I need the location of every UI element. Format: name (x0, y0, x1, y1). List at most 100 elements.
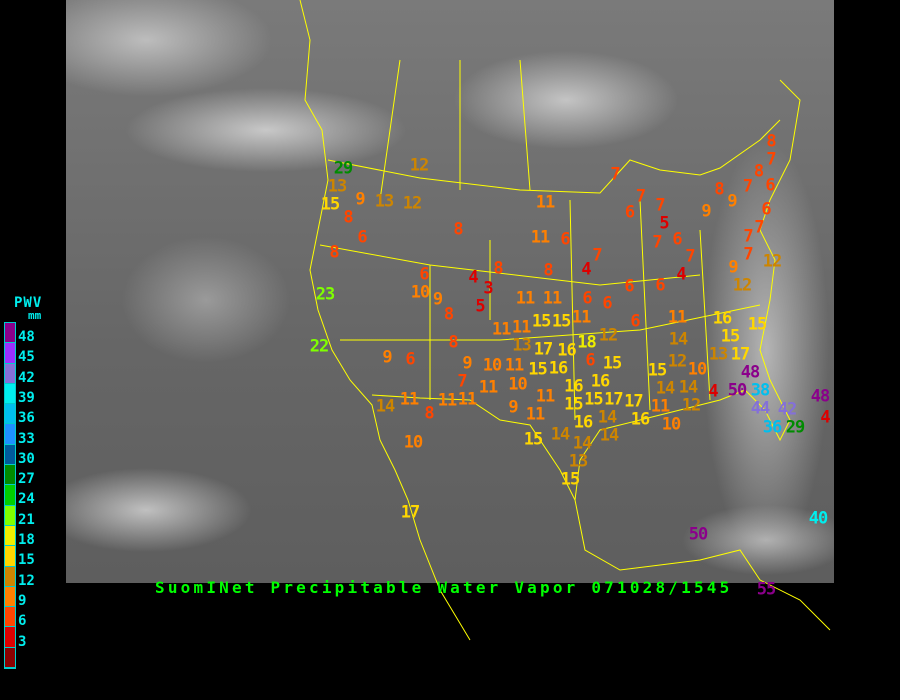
station-pwv-value: 5 (659, 213, 669, 233)
station-pwv-value: 13 (512, 335, 532, 355)
station-pwv-value: 9 (382, 347, 392, 368)
station-pwv-value: 10 (661, 414, 682, 435)
station-pwv-value: 10 (508, 374, 528, 395)
station-pwv-value: 6 (761, 199, 771, 220)
station-pwv-value: 14 (678, 377, 699, 398)
station-pwv-value: 9 (432, 289, 443, 310)
station-pwv-value: 8 (448, 332, 458, 353)
west-coastline (299, 0, 471, 641)
station-pwv-value: 14 (375, 396, 396, 417)
legend-label: 48 (18, 329, 35, 345)
station-pwv-value: 7 (754, 217, 764, 238)
station-pwv-value: 6 (765, 175, 775, 196)
station-pwv-value: 15 (531, 311, 552, 332)
station-pwv-value: 48 (740, 362, 761, 383)
station-pwv-value: 6 (419, 264, 429, 284)
station-pwv-value: 8 (443, 304, 454, 325)
station-pwv-value: 9 (355, 189, 365, 210)
us-canada-border (327, 119, 781, 194)
legend-swatch (5, 586, 15, 608)
station-pwv-value: 50 (688, 524, 709, 545)
station-pwv-value: 16 (564, 376, 584, 397)
station-pwv-value: 7 (652, 232, 662, 253)
station-pwv-value: 10 (403, 432, 424, 453)
legend-swatch (5, 424, 15, 445)
legend-swatch (5, 404, 15, 425)
station-pwv-value: 11 (437, 390, 458, 411)
station-pwv-value: 7 (743, 226, 753, 246)
legend-swatch (5, 383, 15, 405)
station-pwv-value: 6 (585, 350, 595, 370)
station-pwv-value: 8 (714, 179, 724, 200)
station-pwv-value: 6 (405, 349, 415, 370)
station-pwv-value: 14 (597, 407, 618, 428)
station-pwv-value: 3 (483, 278, 493, 299)
station-pwv-value: 16 (630, 409, 651, 430)
state-lines (319, 59, 761, 421)
station-pwv-value: 17 (604, 389, 624, 410)
legend-label: 6 (18, 613, 27, 630)
station-pwv-value: 8 (343, 207, 353, 228)
station-pwv-value: 42 (777, 399, 798, 420)
station-pwv-value: 11 (504, 355, 525, 376)
legend-swatch (5, 343, 15, 364)
station-pwv-value: 15 (747, 314, 768, 335)
station-pwv-value: 12 (598, 325, 619, 346)
station-pwv-value: 12 (402, 193, 423, 214)
station-pwv-value: 6 (582, 288, 592, 309)
station-pwv-value: 11 (530, 227, 551, 248)
station-pwv-value: 6 (357, 227, 367, 248)
station-pwv-value: 11 (667, 307, 688, 328)
station-pwv-value: 13 (568, 451, 589, 471)
mexico-coastline (574, 499, 831, 631)
legend-swatch (5, 607, 15, 628)
legend-label: 36 (18, 410, 35, 427)
station-pwv-value: 7 (592, 245, 602, 266)
station-pwv-value: 17 (400, 502, 421, 523)
station-pwv-value: 10 (482, 355, 503, 376)
station-pwv-value: 12 (409, 155, 430, 176)
station-pwv-value: 14 (668, 329, 689, 350)
station-pwv-value: 9 (701, 201, 711, 222)
station-pwv-value: 15 (523, 429, 544, 450)
station-pwv-value: 15 (602, 353, 623, 374)
station-pwv-value: 6 (624, 202, 635, 223)
station-pwv-value: 8 (424, 403, 434, 424)
legend-label: 45 (18, 349, 35, 366)
station-pwv-value: 7 (766, 149, 776, 169)
station-pwv-value: 6 (630, 311, 640, 332)
station-pwv-value: 10 (687, 359, 708, 380)
legend-label: 27 (18, 471, 35, 488)
legend-label: 15 (18, 552, 35, 569)
station-pwv-value: 11 (535, 192, 556, 213)
legend-swatch (5, 627, 15, 648)
station-pwv-value: 11 (650, 396, 671, 417)
station-pwv-value: 4 (581, 259, 591, 280)
station-pwv-value: 8 (493, 258, 503, 279)
station-pwv-value: 7 (742, 176, 753, 197)
station-pwv-value: 4 (676, 264, 686, 284)
station-pwv-value: 13 (374, 191, 395, 212)
legend-swatch (5, 363, 15, 384)
station-pwv-value: 5 (475, 296, 485, 317)
legend-swatch (5, 323, 15, 344)
legend-label: 33 (18, 430, 35, 447)
legend-label: 39 (18, 389, 35, 406)
legend-label: 18 (18, 532, 35, 548)
legend-swatch (5, 525, 15, 547)
station-pwv-value: 11 (491, 319, 512, 340)
station-pwv-value: 8 (453, 219, 463, 240)
station-pwv-value: 4 (468, 267, 478, 288)
station-pwv-value: 12 (732, 275, 753, 295)
station-pwv-value: 10 (410, 282, 431, 302)
legend-label: 24 (18, 491, 35, 508)
station-pwv-value: 4 (708, 381, 718, 402)
station-pwv-value: 7 (610, 164, 620, 185)
station-pwv-value: 15 (551, 311, 572, 332)
legend-label: 42 (18, 369, 35, 386)
station-pwv-value: 11 (515, 288, 536, 309)
satellite-image (66, 0, 834, 583)
station-pwv-value: 11 (478, 377, 499, 398)
station-pwv-value: 11 (457, 389, 478, 410)
